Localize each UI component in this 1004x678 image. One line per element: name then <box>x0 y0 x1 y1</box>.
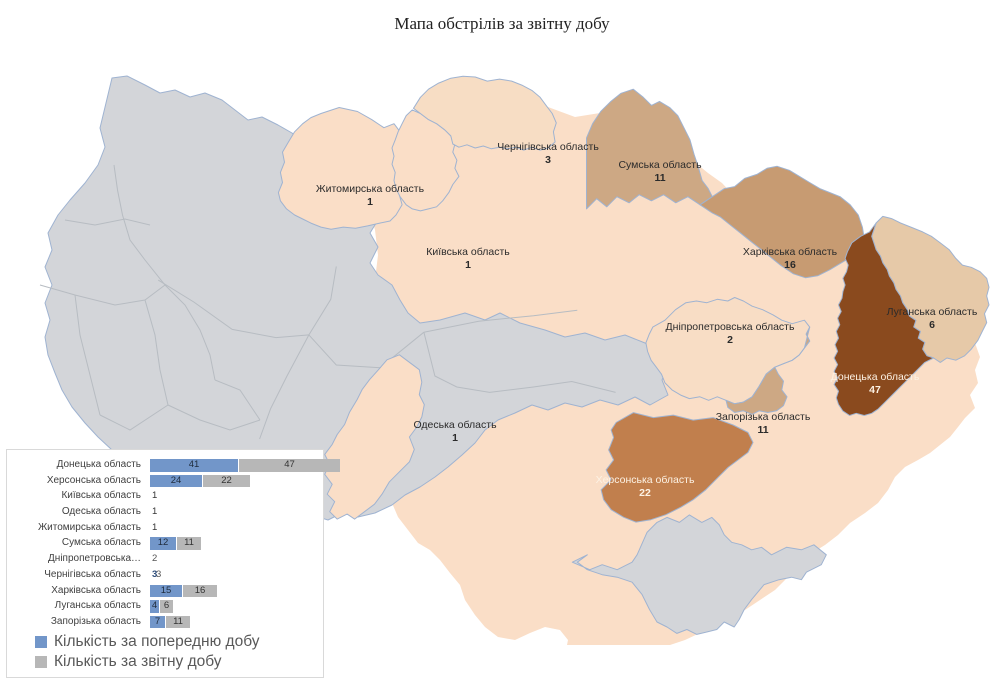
svg-text:Сумська область: Сумська область <box>618 159 702 171</box>
svg-text:16: 16 <box>784 259 796 271</box>
svg-text:Київська область: Київська область <box>426 246 510 258</box>
svg-text:11: 11 <box>757 424 768 436</box>
svg-text:2: 2 <box>727 334 733 346</box>
svg-text:Донецька область: Донецька область <box>831 371 920 383</box>
svg-text:1: 1 <box>452 432 458 444</box>
svg-text:11: 11 <box>654 172 665 184</box>
svg-text:22: 22 <box>639 487 651 499</box>
svg-text:47: 47 <box>869 384 881 396</box>
svg-text:Житомирська область: Житомирська область <box>316 183 425 195</box>
svg-text:1: 1 <box>465 259 471 271</box>
svg-text:Дніпропетровська область: Дніпропетровська область <box>666 321 795 333</box>
svg-text:Херсонська область: Херсонська область <box>596 474 695 486</box>
svg-text:3: 3 <box>545 154 551 166</box>
svg-text:1: 1 <box>367 196 373 208</box>
svg-text:Луганська область: Луганська область <box>887 306 978 318</box>
svg-text:6: 6 <box>929 319 935 331</box>
svg-text:Запорізька область: Запорізька область <box>716 411 811 423</box>
svg-text:Одеська область: Одеська область <box>413 419 497 431</box>
svg-text:Чернігівська область: Чернігівська область <box>497 141 599 153</box>
svg-text:Харківська область: Харківська область <box>743 246 838 258</box>
